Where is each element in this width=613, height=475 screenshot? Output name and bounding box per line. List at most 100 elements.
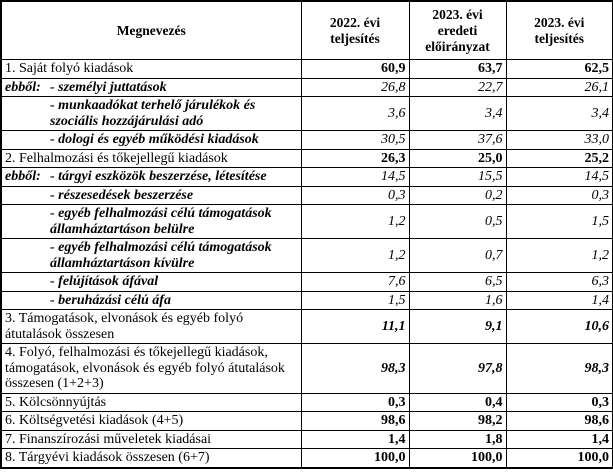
value-cell: 30,5 [300,130,410,150]
value-cell: 98,3 [505,343,613,394]
value-cell: 14,5 [300,167,410,187]
value-cell: 1,2 [300,204,410,239]
row-label: - tárgyi eszközök beszerzése, létesítése [50,169,267,184]
row-label: - személyi juttatások [50,79,167,95]
row-label-cell: 7. Finanszírozási műveletek kiadásai [0,429,302,449]
table-row: 7. Finanszírozási műveletek kiadásai 1,4 1… [0,429,613,449]
value-cell: 3,4 [505,96,613,131]
value-cell: 0,3 [300,392,410,412]
row-label: - dologi és egyéb működési kiadások [50,132,259,147]
header-2023-actual: 2023. évi teljesítés [505,0,613,60]
table-row: - beruházási célú áfa 1,5 1,6 1,4 [0,290,613,310]
value-cell: 0,3 [505,392,613,412]
row-label-cell: - munkaadókat terhelő járulékok és szoci… [0,96,302,131]
value-cell: 0,3 [505,185,613,205]
header-2022-actual: 2022. évi teljesítés [300,0,410,60]
header-name: Megnevezés [0,0,302,60]
table-row: 2. Felhalmozási és tőkejellegű kiadások 2… [0,148,613,168]
value-cell: 63,7 [408,59,507,79]
value-cell: 0,5 [408,204,507,239]
value-cell: 60,9 [300,59,410,79]
table-row: 5. Kölcsönnyújtás 0,3 0,4 0,3 [0,392,613,412]
value-cell: 6,3 [505,272,613,292]
row-label-cell: - egyéb felhalmozási célú támogatások ál… [0,204,302,239]
value-cell: 1,4 [300,429,410,449]
value-cell: 1,5 [300,290,410,310]
header-row: Megnevezés 2022. évi teljesítés 2023. év… [0,0,613,60]
value-cell: 14,5 [505,167,613,187]
value-cell: 22,7 [408,77,507,97]
table-row: - egyéb felhalmozási célú támogatások ál… [0,238,613,273]
value-cell: 98,6 [300,411,410,431]
value-cell: 100,0 [300,448,410,468]
row-label: - munkaadókat terhelő járulékok és szoci… [50,98,256,129]
table-row: 6. Költségvetési kiadások (4+5) 98,6 98,2 9… [0,411,613,431]
value-cell: 3,6 [300,96,410,131]
table-row: 3. Támogatások, elvonások és egyéb folyó… [0,309,613,344]
row-label-cell: 3. Támogatások, elvonások és egyéb folyó… [0,309,302,344]
table-row: - dologi és egyéb működési kiadások 30,5 3… [0,130,613,150]
value-cell: 26,1 [505,77,613,97]
row-label: 2. Felhalmozási és tőkejellegű kiadások [5,150,228,166]
row-label-cell: - egyéb felhalmozási célú támogatások ál… [0,238,302,273]
value-cell: 0,4 [408,392,507,412]
row-label: - egyéb felhalmozási célú támogatások ál… [50,206,272,237]
value-cell: 3,4 [408,96,507,131]
table-row: - munkaadókat terhelő járulékok és szoci… [0,96,613,131]
value-cell: 33,0 [505,130,613,150]
table-row: ebből: - tárgyi eszközök beszerzése, léte… [0,167,613,187]
row-label-cell: 2. Felhalmozási és tőkejellegű kiadások [0,148,302,168]
table-row: - felújítások áfával 7,6 6,5 6,3 [0,272,613,292]
table-row: 1. Saját folyó kiadások 60,9 63,7 62,5 [0,59,613,79]
value-cell: 6,5 [408,272,507,292]
value-cell: 100,0 [408,448,507,468]
table-row: 4. Folyó, felhalmozási és tőkejellegű ki… [0,343,613,394]
value-cell: 98,6 [505,411,613,431]
row-label: - felújítások áfával [50,274,159,289]
row-label-cell: ebből: - tárgyi eszközök beszerzése, léte… [0,167,302,187]
value-cell: 11,1 [300,309,410,344]
value-cell: 1,2 [300,238,410,273]
row-label-cell: 4. Folyó, felhalmozási és tőkejellegű ki… [0,343,302,394]
header-2023-budget: 2023. évi eredeti előirányzat [408,0,507,60]
value-cell: 37,6 [408,130,507,150]
row-label: 5. Kölcsönnyújtás [5,394,107,410]
value-cell: 10,6 [505,309,613,344]
row-label: 6. Költségvetési kiadások (4+5) [5,413,184,428]
value-cell: 26,8 [300,77,410,97]
value-cell: 7,6 [300,272,410,292]
value-cell: 62,5 [505,59,613,79]
value-cell: 1,4 [505,429,613,449]
row-label-cell: 1. Saját folyó kiadások [0,59,302,79]
value-cell: 98,2 [408,411,507,431]
value-cell: 0,7 [408,238,507,273]
value-cell: 1,8 [408,429,507,449]
value-cell: 15,5 [408,167,507,187]
value-cell: 26,3 [300,148,410,168]
row-label: - beruházási célú áfa [50,292,171,308]
table-row: - egyéb felhalmozási célú támogatások ál… [0,204,613,239]
value-cell: 97,8 [408,343,507,394]
value-cell: 1,4 [505,290,613,310]
row-label-cell: 6. Költségvetési kiadások (4+5) [0,411,302,431]
row-label: 3. Támogatások, elvonások és egyéb folyó… [5,311,244,342]
value-cell: 25,2 [505,148,613,168]
table-row: - részesedések beszerzése 0,3 0,2 0,3 [0,185,613,205]
row-label: 1. Saját folyó kiadások [5,61,134,76]
value-cell: 0,2 [408,185,507,205]
row-label: 8. Tárgyévi kiadások összesen (6+7) [5,450,210,465]
row-label-cell: - részesedések beszerzése [0,185,302,205]
row-label-cell: ebből: - személyi juttatások [0,77,302,97]
row-label-cell: - felújítások áfával [0,272,302,292]
value-cell: 9,1 [408,309,507,344]
row-label-cell: 5. Kölcsönnyújtás [0,392,302,412]
row-prefix: ebből: [5,79,41,95]
row-label: - egyéb felhalmozási célú támogatások ál… [50,240,272,271]
table-body: 1. Saját folyó kiadások 60,9 63,7 62,5 ebből… [0,59,613,468]
row-label-cell: - dologi és egyéb működési kiadások [0,130,302,150]
value-cell: 25,0 [408,148,507,168]
value-cell: 100,0 [505,448,613,468]
row-label: 4. Folyó, felhalmozási és tőkejellegű ki… [5,345,285,391]
value-cell: 0,3 [300,185,410,205]
